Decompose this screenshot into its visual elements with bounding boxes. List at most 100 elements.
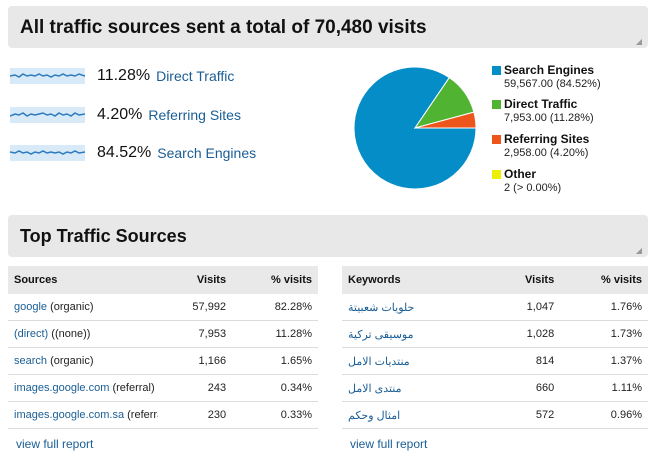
sources-view-full-report-link[interactable]: view full report bbox=[16, 437, 94, 451]
keyword-link[interactable]: امثال وحكم bbox=[348, 409, 401, 422]
table-row: images.google.com.sa (referral) 230 0.33… bbox=[8, 401, 318, 429]
legend-label: Referring Sites bbox=[504, 132, 590, 146]
source-cell: images.google.com (referral) bbox=[8, 374, 158, 402]
table-header-row: Keywords Visits % visits bbox=[342, 266, 648, 294]
source-cell: images.google.com.sa (referral) bbox=[8, 401, 158, 429]
source-medium: (referral) bbox=[109, 382, 155, 394]
column-header-visits[interactable]: Visits bbox=[158, 266, 233, 294]
column-header-sources[interactable]: Sources bbox=[8, 266, 158, 294]
percent-cell: 0.33% bbox=[232, 401, 318, 429]
table-row: search (organic) 1,166 1.65% bbox=[8, 347, 318, 375]
column-header-keywords[interactable]: Keywords bbox=[342, 266, 492, 294]
page-title: All traffic sources sent a total of 70,4… bbox=[20, 17, 427, 38]
sparkline-icon bbox=[10, 68, 85, 84]
source-cell: (direct) ((none)) bbox=[8, 320, 158, 348]
percent-cell: 1.73% bbox=[560, 320, 648, 348]
section-title: Top Traffic Sources bbox=[20, 226, 187, 246]
source-medium: (organic) bbox=[47, 355, 94, 367]
visits-cell: 57,992 bbox=[158, 294, 233, 321]
visits-cell: 7,953 bbox=[158, 320, 233, 348]
percent-cell: 1.65% bbox=[232, 347, 318, 375]
legend-label: Other bbox=[504, 167, 537, 181]
sources-table: Sources Visits % visits google (organic)… bbox=[8, 266, 318, 429]
legend-value: 59,567.00 (84.52%) bbox=[504, 78, 601, 90]
legend-value: 7,953.00 (11.28%) bbox=[504, 112, 594, 124]
percent-cell: 11.28% bbox=[232, 320, 318, 348]
column-header-percent-visits[interactable]: % visits bbox=[232, 266, 318, 294]
visits-cell: 814 bbox=[492, 347, 561, 375]
legend-swatch bbox=[492, 65, 501, 75]
visits-cell: 1,047 bbox=[492, 294, 561, 321]
source-percent: 11.28% bbox=[97, 67, 151, 84]
keyword-link[interactable]: منتديات الامل bbox=[348, 355, 410, 368]
percent-cell: 0.34% bbox=[232, 374, 318, 402]
legend-item-direct-traffic: Direct Traffic 7,953.00 (11.28%) bbox=[492, 97, 594, 124]
legend-value: 2 (> 0.00%) bbox=[504, 182, 562, 194]
source-cell: search (organic) bbox=[8, 347, 158, 375]
table-row: google (organic) 57,992 82.28% bbox=[8, 294, 318, 321]
source-row-direct: 11.28% Direct Traffic bbox=[10, 65, 234, 87]
keyword-cell: امثال وحكم bbox=[342, 401, 492, 429]
keyword-link[interactable]: موسيقى تركية bbox=[348, 328, 414, 341]
source-link[interactable]: (direct) bbox=[14, 328, 49, 340]
keyword-cell: منتديات الامل bbox=[342, 347, 492, 375]
traffic-pie-chart bbox=[353, 66, 477, 190]
visits-cell: 660 bbox=[492, 374, 561, 402]
expand-corner-icon[interactable]: ◢ bbox=[635, 246, 642, 255]
table-row: حلويات شعبيتة 1,047 1.76% bbox=[342, 294, 648, 321]
visits-cell: 572 bbox=[492, 401, 561, 429]
visits-cell: 1,166 bbox=[158, 347, 233, 375]
legend-swatch bbox=[492, 134, 501, 144]
table-row: امثال وحكم 572 0.96% bbox=[342, 401, 648, 429]
percent-cell: 1.37% bbox=[560, 347, 648, 375]
expand-corner-icon[interactable]: ◢ bbox=[635, 37, 642, 46]
source-medium: (referral) bbox=[127, 409, 158, 421]
keyword-cell: منتدى الامل bbox=[342, 374, 492, 402]
source-link[interactable]: images.google.com.sa bbox=[14, 409, 125, 421]
keyword-link[interactable]: منتدى الامل bbox=[348, 382, 402, 395]
table-row: موسيقى تركية 1,028 1.73% bbox=[342, 320, 648, 348]
source-link-referring-sites[interactable]: Referring Sites bbox=[148, 107, 241, 123]
table-row: images.google.com (referral) 243 0.34% bbox=[8, 374, 318, 402]
table-row: منتديات الامل 814 1.37% bbox=[342, 347, 648, 375]
percent-cell: 0.96% bbox=[560, 401, 648, 429]
sparkline-icon bbox=[10, 107, 85, 123]
legend-item-other: Other 2 (> 0.00%) bbox=[492, 167, 561, 194]
source-medium: ((none)) bbox=[48, 328, 91, 340]
keywords-view-full-report-link[interactable]: view full report bbox=[350, 437, 428, 451]
keyword-cell: حلويات شعبيتة bbox=[342, 294, 492, 321]
keywords-table: Keywords Visits % visits حلويات شعبيتة 1… bbox=[342, 266, 648, 429]
visits-cell: 1,028 bbox=[492, 320, 561, 348]
sparkline-icon bbox=[10, 145, 85, 161]
percent-cell: 82.28% bbox=[232, 294, 318, 321]
source-link[interactable]: search bbox=[14, 355, 48, 367]
source-row-search: 84.52% Search Engines bbox=[10, 142, 256, 164]
visits-cell: 243 bbox=[158, 374, 233, 402]
table-row: (direct) ((none)) 7,953 11.28% bbox=[8, 320, 318, 348]
legend-label: Direct Traffic bbox=[504, 97, 578, 111]
column-header-visits[interactable]: Visits bbox=[492, 266, 561, 294]
percent-cell: 1.76% bbox=[560, 294, 648, 321]
source-link-direct-traffic[interactable]: Direct Traffic bbox=[156, 68, 235, 84]
source-medium: (organic) bbox=[47, 301, 94, 313]
percent-cell: 1.11% bbox=[560, 374, 648, 402]
legend-swatch bbox=[492, 169, 501, 179]
traffic-summary-header: All traffic sources sent a total of 70,4… bbox=[8, 6, 648, 48]
table-header-row: Sources Visits % visits bbox=[8, 266, 318, 294]
source-percent: 4.20% bbox=[97, 106, 143, 123]
keyword-link[interactable]: حلويات شعبيتة bbox=[348, 301, 415, 314]
top-traffic-sources-header: Top Traffic Sources ◢ bbox=[8, 215, 648, 257]
legend-label: Search Engines bbox=[504, 63, 595, 77]
table-row: منتدى الامل 660 1.11% bbox=[342, 374, 648, 402]
column-header-percent-visits[interactable]: % visits bbox=[560, 266, 648, 294]
source-link[interactable]: images.google.com bbox=[14, 382, 110, 394]
legend-value: 2,958.00 (4.20%) bbox=[504, 147, 589, 159]
keyword-cell: موسيقى تركية bbox=[342, 320, 492, 348]
source-cell: google (organic) bbox=[8, 294, 158, 321]
source-link[interactable]: google bbox=[14, 301, 48, 313]
source-link-search-engines[interactable]: Search Engines bbox=[157, 145, 257, 161]
legend-swatch bbox=[492, 99, 501, 109]
source-percent: 84.52% bbox=[97, 144, 152, 161]
legend-item-search-engines: Search Engines 59,567.00 (84.52%) bbox=[492, 63, 601, 90]
source-row-referring: 4.20% Referring Sites bbox=[10, 104, 241, 126]
